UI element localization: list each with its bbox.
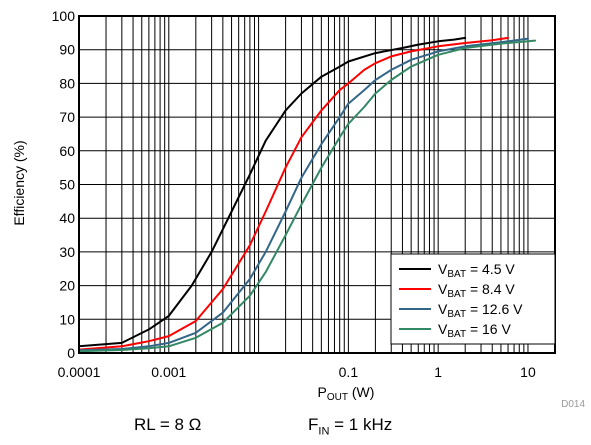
- legend-label: VBAT = 12.6 V: [438, 301, 523, 320]
- plot-frame: [78, 15, 556, 354]
- legend-label: VBAT = 16 V: [438, 321, 511, 340]
- load-resistance-condition: RL = 8 Ω: [134, 415, 202, 434]
- y-tick-label: 50: [59, 177, 75, 193]
- x-tick-label: 1: [434, 364, 442, 380]
- x-tick-label: 0.001: [151, 364, 186, 380]
- y-tick-label: 60: [59, 143, 75, 159]
- series-line-3: [78, 37, 529, 352]
- y-tick-label: 10: [59, 311, 75, 327]
- x-tick-labels: 0.0001 0.001 0.1 1 10: [58, 364, 536, 380]
- figure-id: D014: [561, 399, 585, 410]
- input-frequency-condition: FIN = 1 kHz: [308, 415, 393, 438]
- x-axis-label: POUT (W): [318, 384, 375, 403]
- y-tick-label: 20: [59, 278, 75, 294]
- y-axis-label: Efficiency (%): [11, 140, 27, 225]
- y-tick-label: 100: [52, 8, 76, 24]
- y-tick-label: 80: [59, 75, 75, 91]
- y-tick-label: 30: [59, 244, 75, 260]
- legend-label: VBAT = 4.5 V: [438, 261, 515, 280]
- series-line-2: [78, 36, 509, 351]
- legend-label: VBAT = 8.4 V: [438, 281, 515, 300]
- y-tick-label: 70: [59, 109, 75, 125]
- y-tick-label: 0: [67, 345, 75, 361]
- y-tick-labels: 0 10 20 30 40 50 60 70 80 90 100: [52, 8, 76, 361]
- chart-series: [78, 36, 537, 353]
- x-tick-label: 10: [520, 364, 536, 380]
- series-line-1: [78, 36, 467, 348]
- series-line-4: [78, 39, 537, 353]
- x-tick-label: 0.0001: [58, 364, 101, 380]
- y-tick-label: 40: [59, 210, 75, 226]
- x-tick-label: 0.1: [339, 364, 359, 380]
- y-tick-label: 90: [59, 42, 75, 58]
